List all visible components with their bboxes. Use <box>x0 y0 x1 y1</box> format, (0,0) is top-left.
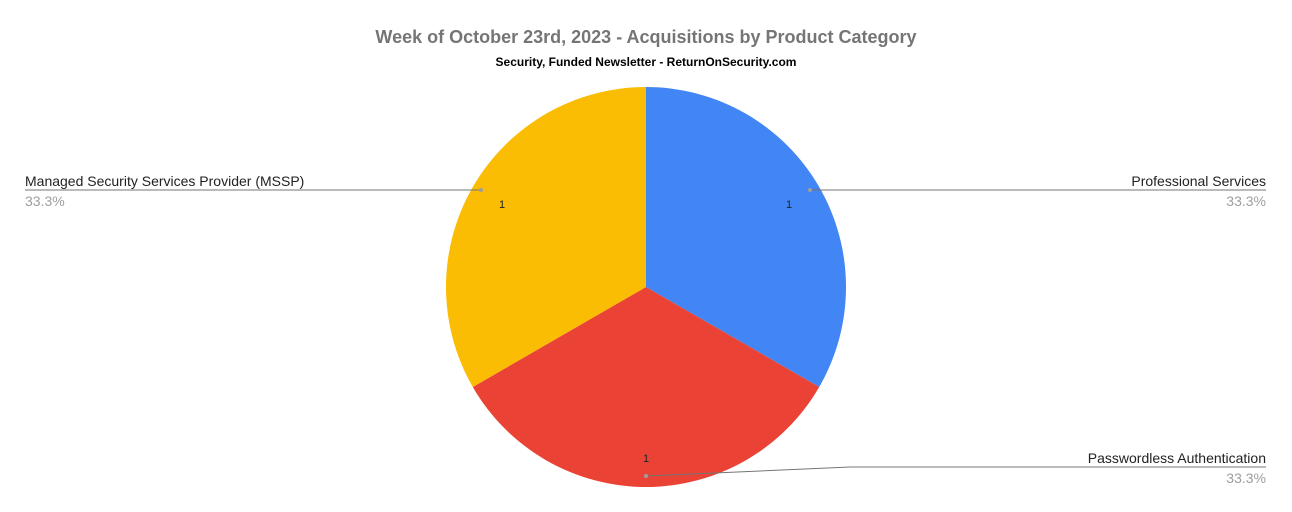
leader-line <box>645 466 1266 477</box>
pie-slice-2[interactable] <box>445 87 646 387</box>
slice-value: 1 <box>786 199 792 211</box>
slice-percent: 33.3% <box>1226 193 1266 209</box>
leader-dot <box>479 188 483 192</box>
slice-label: Professional Services <box>1131 173 1266 189</box>
chart-title: Week of October 23rd, 2023 - Acquisition… <box>375 27 916 47</box>
slice-label: Passwordless Authentication <box>1088 450 1266 466</box>
slice-value: 1 <box>643 453 649 465</box>
pie-slice-0[interactable] <box>646 87 846 387</box>
leader-dot <box>644 474 648 478</box>
slice-percent: 33.3% <box>1226 470 1266 486</box>
slice-percent: 33.3% <box>25 193 65 209</box>
chart-subtitle: Security, Funded Newsletter - ReturnOnSe… <box>496 55 797 69</box>
leader-dot <box>808 188 812 192</box>
slice-label: Managed Security Services Provider (MSSP… <box>25 173 304 189</box>
slice-value: 1 <box>499 199 505 211</box>
